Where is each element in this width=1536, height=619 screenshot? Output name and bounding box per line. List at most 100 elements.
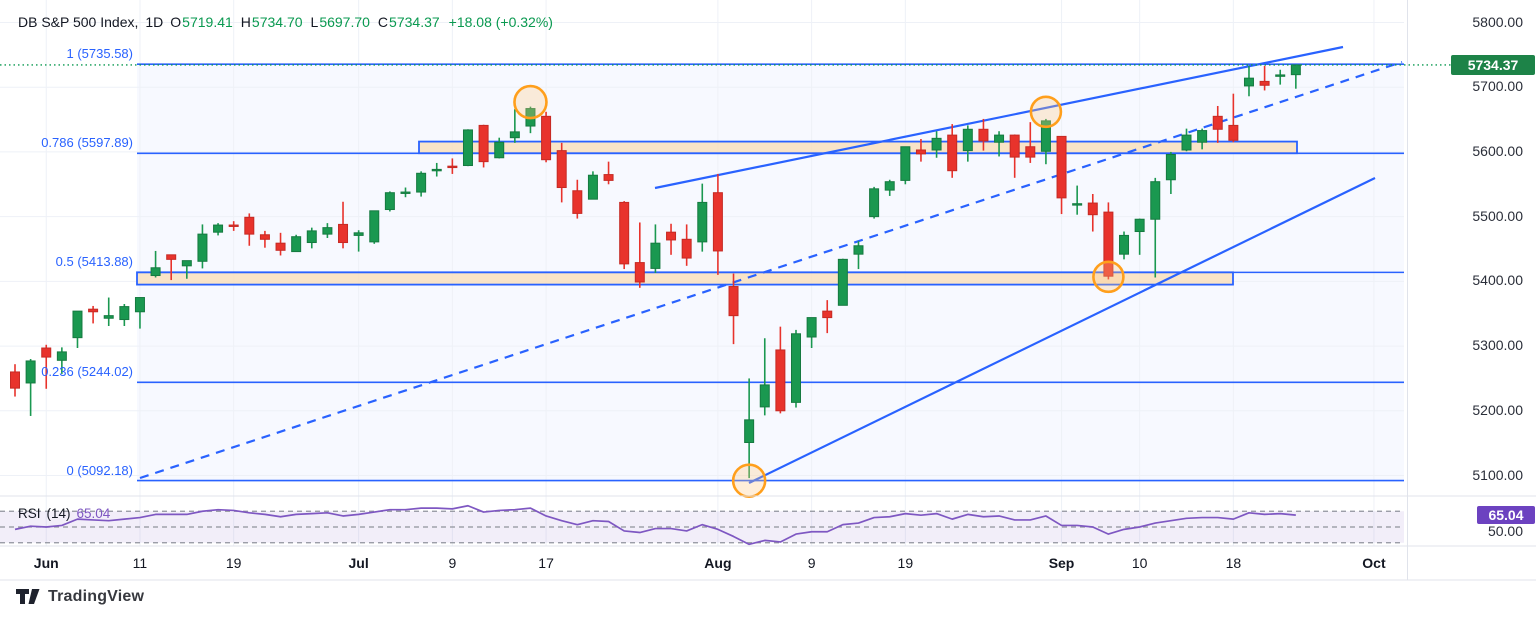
candle — [915, 138, 926, 162]
time-tick-label: 19 — [897, 555, 914, 571]
price-tick-label: 5600.00 — [1472, 142, 1523, 159]
candle — [1243, 65, 1254, 97]
rsi-period: (14) — [46, 506, 71, 521]
price-tick-label: 5100.00 — [1472, 466, 1523, 483]
candle — [1150, 177, 1161, 278]
candle — [1181, 128, 1192, 152]
tradingview-logo-icon — [16, 589, 40, 604]
candle — [962, 125, 973, 162]
candle — [150, 250, 161, 278]
candle — [1025, 122, 1036, 163]
rsi-legend[interactable]: RSI (14) 65.04 — [18, 506, 110, 521]
symbol-name[interactable]: DB S&P 500 Index, — [18, 14, 139, 30]
candle — [244, 213, 255, 246]
candle — [400, 187, 411, 198]
candle — [275, 232, 286, 256]
rsi-last-value: 65.04 — [76, 506, 111, 521]
ohlc-value: 5697.70 — [319, 14, 370, 30]
price-tick-label: 5500.00 — [1472, 207, 1523, 224]
highlight-circle[interactable] — [513, 84, 548, 120]
candle — [697, 183, 708, 252]
candle — [1197, 128, 1208, 150]
ohlc-item: L 5697.70 — [311, 14, 370, 30]
ohlc-value: 5734.37 — [389, 14, 440, 30]
candle — [775, 326, 786, 414]
candle — [509, 109, 520, 143]
candle — [744, 378, 755, 479]
candle — [462, 129, 473, 167]
candle — [103, 297, 114, 327]
candle — [41, 344, 52, 389]
candle — [650, 224, 661, 273]
time-tick-label: Sep — [1048, 555, 1075, 571]
candle — [587, 171, 598, 200]
ohlc-key: H — [240, 14, 251, 30]
candle — [1275, 69, 1286, 85]
ohlc-value: 5734.70 — [251, 14, 303, 30]
highlight-circle[interactable] — [1092, 260, 1125, 294]
highlight-circle[interactable] — [1029, 95, 1063, 129]
candle — [197, 224, 208, 269]
rsi-line — [14, 504, 1296, 546]
fib-level-label: 1 (5735.58) — [66, 46, 134, 62]
symbol-legend[interactable]: DB S&P 500 Index, 1D O 5719.41 H 5734.70 L 56… — [18, 14, 553, 30]
fib-level-label: 0 (5092.18) — [66, 462, 134, 478]
price-zone-box[interactable] — [136, 271, 1234, 286]
dashed-trendline[interactable] — [139, 60, 1403, 480]
candle — [759, 338, 770, 416]
candle — [166, 254, 177, 281]
candle — [572, 179, 583, 219]
rsi-value-badge: 65.04 — [1477, 506, 1535, 525]
tradingview-brand-text: TradingView — [48, 588, 145, 605]
ohlc-key: C — [377, 14, 389, 30]
candle — [72, 310, 83, 349]
candle — [478, 124, 489, 168]
candle — [1072, 185, 1083, 215]
time-tick-label: 10 — [1131, 555, 1148, 571]
candle — [541, 111, 552, 163]
trendline[interactable] — [748, 177, 1376, 484]
price-tick-label: 5700.00 — [1472, 78, 1523, 95]
price-tick-label: 5400.00 — [1472, 272, 1523, 289]
candle — [416, 171, 427, 197]
candle — [119, 304, 130, 327]
candle — [806, 317, 817, 349]
chart-canvas[interactable] — [0, 0, 1536, 582]
candle — [1056, 135, 1067, 215]
candle — [1228, 93, 1239, 143]
time-tick-label: 19 — [225, 555, 242, 571]
trendline[interactable] — [654, 45, 1344, 190]
candle — [494, 137, 505, 159]
candle — [666, 223, 677, 255]
candle — [728, 273, 739, 345]
highlight-circle[interactable] — [731, 463, 767, 498]
candle — [1259, 65, 1270, 91]
candle — [181, 260, 192, 279]
candle — [291, 234, 302, 253]
candle — [259, 230, 270, 248]
candle — [603, 161, 614, 185]
candle — [837, 258, 848, 306]
fib-level-label: 0.786 (5597.89) — [41, 135, 133, 151]
candle — [1165, 151, 1176, 194]
candle — [978, 118, 989, 151]
candle — [88, 305, 99, 324]
tradingview-attribution[interactable]: TradingView — [16, 588, 144, 606]
candle — [853, 241, 864, 270]
ohlc-item: C 5734.37 — [378, 14, 440, 30]
candle — [712, 173, 723, 275]
time-tick-label: Aug — [704, 555, 732, 571]
candle — [822, 300, 833, 334]
rsi-label: RSI — [18, 506, 41, 521]
candle — [338, 201, 349, 249]
change-value: +18.08 (+0.32%) — [448, 14, 553, 30]
candle — [228, 221, 239, 231]
candle — [900, 146, 911, 185]
price-tick-label: 5800.00 — [1472, 13, 1523, 30]
candle — [931, 131, 942, 158]
candle — [791, 329, 801, 408]
ohlc-key: O — [170, 14, 182, 30]
interval-label[interactable]: 1D — [145, 14, 164, 30]
candle — [1212, 105, 1223, 143]
candle — [634, 222, 645, 288]
